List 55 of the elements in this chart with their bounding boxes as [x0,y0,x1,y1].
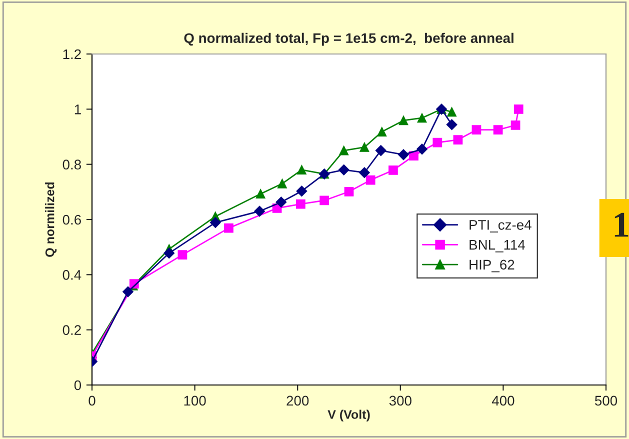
y-tick-label: 0.2 [62,325,81,336]
point [493,125,503,135]
point [297,165,306,175]
point [360,142,370,152]
point [514,104,524,114]
point [122,286,134,298]
point [472,125,482,135]
point [409,151,418,160]
point [417,113,427,123]
point [447,107,456,117]
point [446,119,458,130]
y-tick-label: 1 [74,104,81,114]
point [453,135,463,144]
point [277,178,287,188]
point [432,138,442,148]
x-tick-label: 400 [492,396,514,406]
point [358,167,370,178]
y-tick-label: 1.2 [63,49,81,60]
chart-title: Q normalized total, Fp = 1e15 cm-2, before anneal [184,32,514,46]
point [224,223,234,233]
point [388,165,398,175]
point [276,196,287,208]
y-tick-label: 0 [74,380,82,390]
point [339,146,349,156]
legend-label: HIP_62 [470,260,514,272]
y-tick-label: 0.6 [62,214,81,225]
x-tick-label: 0 [88,396,96,406]
point [178,250,188,260]
x-tick-label: 200 [286,396,309,406]
text: 1 [614,212,628,237]
point [416,144,428,155]
y-axis-title: Q normilized [45,182,57,257]
point [210,217,221,228]
point [377,127,387,136]
point [254,206,265,217]
x-axis-title: V (Volt) [328,410,370,422]
point [296,199,306,209]
point [320,196,330,206]
x-tick-label: 500 [594,396,618,406]
point [366,175,376,185]
y-tick-label: 0.8 [62,160,81,170]
point [510,120,520,130]
point [296,186,308,197]
point [344,186,354,196]
x-tick-label: 100 [184,396,206,406]
legend-label: BNL_114 [470,240,526,252]
legend-label: PTI_cz-e4 [470,220,532,232]
point [164,248,175,259]
point [398,149,409,160]
x-tick-label: 300 [389,396,412,406]
point [398,116,408,126]
point [375,145,386,156]
point [256,189,266,199]
point [338,164,350,176]
y-tick-label: 0.4 [62,270,82,280]
